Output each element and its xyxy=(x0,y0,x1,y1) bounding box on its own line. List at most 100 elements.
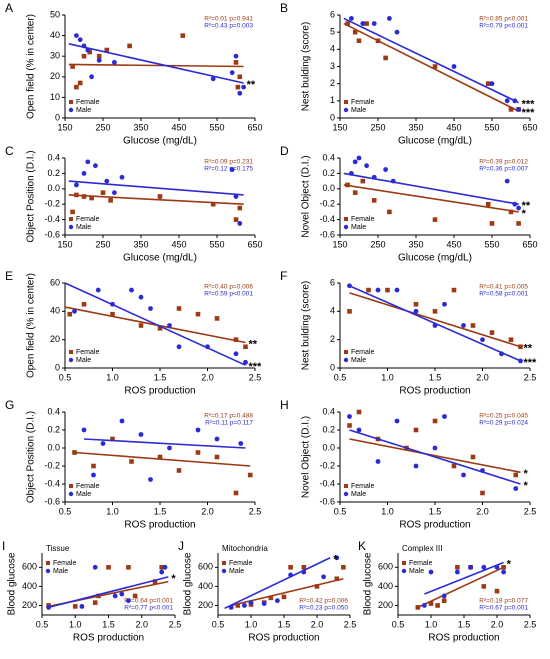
y-tick-label: -0.6 xyxy=(44,229,60,239)
x-tick-label: 250 xyxy=(370,122,385,132)
male-point xyxy=(100,441,106,446)
y-tick-label: 10 xyxy=(50,92,60,102)
female-point xyxy=(77,80,83,86)
y-tick-label: -0.2 xyxy=(319,199,335,209)
male-point xyxy=(442,414,447,419)
female-point xyxy=(455,565,460,570)
male-point xyxy=(451,64,457,69)
y-tick-label: 2 xyxy=(330,334,335,344)
legend-label: Male xyxy=(76,224,91,231)
y-tick-label: -0.2 xyxy=(44,460,60,470)
legend-label: Male xyxy=(351,224,366,231)
y-axis-label: Blood glucose xyxy=(183,552,194,615)
y-tick-label: 0.2 xyxy=(47,168,60,178)
x-axis-label: ROS production xyxy=(399,386,470,397)
female-point xyxy=(233,490,239,496)
male-point xyxy=(237,90,243,96)
female-point xyxy=(451,463,457,469)
y-tick-label: -0.4 xyxy=(319,214,335,224)
y-tick-label: 60 xyxy=(50,277,60,287)
female-point xyxy=(347,309,352,314)
female-point xyxy=(67,311,73,317)
fit-line xyxy=(349,285,521,362)
male-point xyxy=(321,574,326,580)
x-tick-label: 2.0 xyxy=(311,619,324,629)
male-point xyxy=(104,178,110,184)
x-axis-label: ROS production xyxy=(124,386,195,397)
fit-line xyxy=(74,451,251,467)
x-tick-label: 350 xyxy=(133,122,148,132)
x-tick-label: 2.0 xyxy=(201,372,214,382)
x-tick-label: 1.0 xyxy=(425,619,438,629)
y-axis-label: Novel Object (D.I.) xyxy=(301,416,312,498)
legend-swatch xyxy=(69,217,73,221)
x-tick-label: 2.5 xyxy=(524,619,537,629)
female-point xyxy=(516,221,521,226)
male-point xyxy=(148,477,153,482)
stats: R²=0.36 p=0.007 xyxy=(479,166,528,173)
stats: R²=0.59 p<0.001 xyxy=(204,291,253,298)
x-tick-label: 0.5 xyxy=(59,372,72,382)
x-tick-label: 150 xyxy=(57,122,72,132)
y-tick-label: 0 xyxy=(55,362,60,372)
x-tick-label: 350 xyxy=(408,122,423,132)
female-point xyxy=(413,301,419,307)
y-tick-label: 600 xyxy=(198,562,213,572)
x-tick-label: 450 xyxy=(171,122,186,132)
legend-label: Male xyxy=(53,568,68,575)
y-tick-label: -0.4 xyxy=(44,214,60,224)
male-point xyxy=(501,569,506,575)
female-point xyxy=(157,326,163,331)
female-point xyxy=(96,53,102,59)
y-axis-label: Nest bulding (score) xyxy=(301,281,312,370)
y-tick-label: -0.2 xyxy=(319,460,335,470)
female-point xyxy=(508,107,514,112)
legend-label: Female xyxy=(76,216,99,223)
legend-label: Male xyxy=(76,107,91,114)
male-point xyxy=(383,167,388,172)
female-point xyxy=(72,604,78,609)
x-tick-label: 0.5 xyxy=(392,619,405,629)
y-tick-label: 40 xyxy=(50,30,60,40)
legend-swatch xyxy=(222,561,226,565)
female-point xyxy=(352,29,358,35)
x-axis-label: ROS production xyxy=(124,520,195,531)
female-point xyxy=(314,584,320,589)
female-point xyxy=(89,195,94,201)
male-point xyxy=(112,190,117,196)
y-tick-label: 0.0 xyxy=(322,442,335,452)
x-axis-label: ROS production xyxy=(428,633,499,644)
legend-swatch xyxy=(344,350,348,354)
female-point xyxy=(100,190,106,195)
fit-line xyxy=(224,557,331,610)
male-point xyxy=(243,359,248,365)
female-point xyxy=(494,588,500,594)
male-point xyxy=(516,205,521,211)
x-tick-label: 150 xyxy=(57,239,72,249)
female-point xyxy=(288,565,293,570)
x-axis-label: Glucose (mg/dL) xyxy=(123,136,197,147)
female-point xyxy=(360,178,366,184)
female-point xyxy=(508,209,514,215)
x-axis-label: Glucose (mg/dL) xyxy=(398,136,472,147)
female-point xyxy=(508,337,514,342)
x-tick-label: 1.0 xyxy=(245,619,258,629)
female-point xyxy=(157,454,163,460)
y-tick-label: 600 xyxy=(378,562,393,572)
legend-swatch xyxy=(68,491,74,497)
stats: R²=0.11 p=0.117 xyxy=(205,420,253,427)
y-tick-label: -0.2 xyxy=(44,199,60,209)
male-point xyxy=(159,569,165,575)
y-tick-label: 400 xyxy=(22,581,37,591)
male-point xyxy=(214,436,220,442)
legend-label: Female xyxy=(409,560,432,567)
female-point xyxy=(214,454,220,460)
male-point xyxy=(81,427,87,433)
x-tick-label: 450 xyxy=(446,122,461,132)
male-point xyxy=(233,194,239,199)
female-point xyxy=(356,38,362,44)
x-tick-label: 650 xyxy=(247,239,262,249)
x-tick-label: 350 xyxy=(133,239,148,249)
female-point xyxy=(432,309,438,314)
female-point xyxy=(364,21,369,26)
